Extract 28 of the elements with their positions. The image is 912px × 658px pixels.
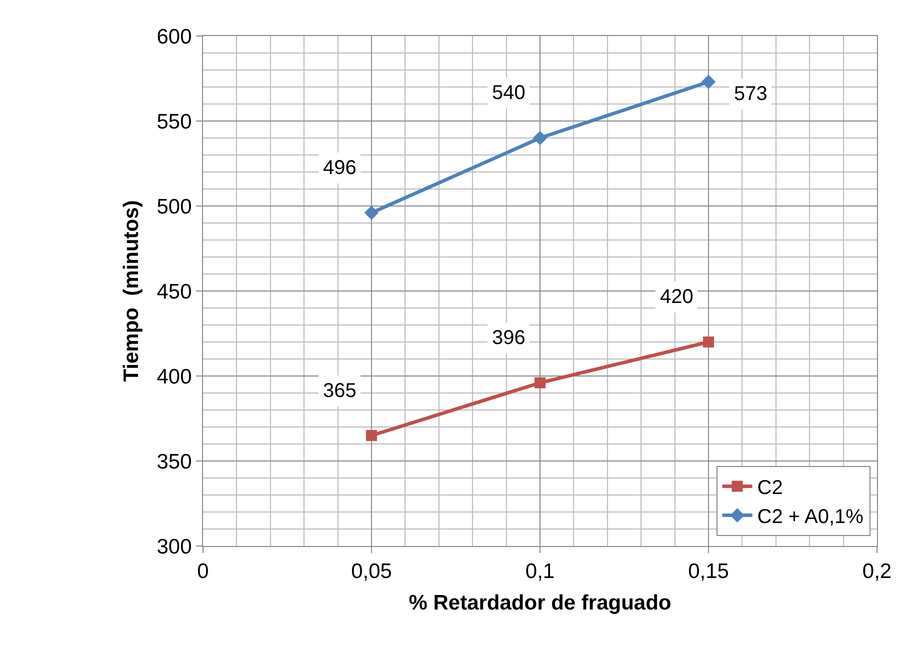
x-axis-title: % Retardador de fraguado: [408, 591, 672, 614]
y-tick-label: 600: [156, 25, 192, 48]
point: [366, 430, 377, 441]
point: [703, 336, 714, 348]
y-tick-label: 500: [156, 195, 192, 218]
legend-label: C2 + A0,1%: [757, 506, 864, 528]
data-label: 420: [660, 286, 694, 308]
data-label: 365: [323, 380, 356, 402]
point: [532, 130, 548, 146]
data-label: 540: [492, 82, 526, 104]
x-tick-label: 0,05: [351, 560, 392, 584]
y-tick-label: 300: [156, 535, 192, 558]
point: [364, 206, 379, 220]
y-tick-label: 550: [156, 110, 192, 134]
data-label: 396: [492, 327, 526, 349]
point: [534, 377, 546, 388]
data-label: 496: [323, 157, 356, 179]
x-tick-label: 0: [197, 560, 209, 584]
y-tick-label: 400: [156, 365, 192, 388]
y-tick-label: 350: [156, 450, 192, 474]
x-tick-label: 0,15: [688, 560, 729, 584]
point: [701, 74, 716, 90]
legend-label: C2: [757, 477, 783, 500]
x-tick-label: 0,2: [862, 560, 892, 584]
y-axis-title: Tiempo (minutos): [120, 200, 143, 382]
data-label: 573: [734, 83, 768, 105]
x-tick-label: 0,1: [525, 560, 555, 584]
y-tick-label: 450: [156, 280, 192, 304]
